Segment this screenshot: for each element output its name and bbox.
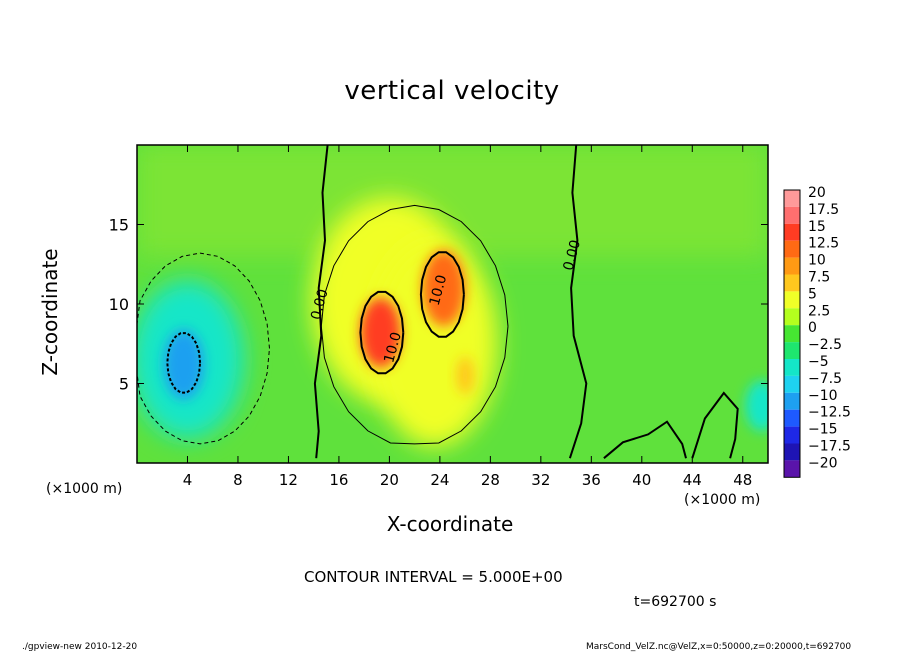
field-blob-6 bbox=[163, 329, 204, 400]
x-tick-label: 24 bbox=[430, 471, 449, 489]
y-tick-label: 5 bbox=[119, 375, 129, 394]
x-axis-label: X-coordinate bbox=[386, 512, 514, 536]
time-stamp: t=692700 s bbox=[634, 594, 717, 610]
x-tick-label: 32 bbox=[531, 471, 550, 489]
color-bar-label: −20 bbox=[808, 455, 838, 471]
field-blob-7 bbox=[745, 380, 768, 432]
color-bar-swatch bbox=[784, 409, 800, 427]
contour-lobe-a bbox=[603, 420, 687, 459]
color-bar-label: −5 bbox=[808, 354, 829, 370]
zero-contour-left bbox=[313, 145, 329, 459]
color-bar-label: −2.5 bbox=[808, 337, 842, 353]
x-tick-label: 40 bbox=[632, 471, 651, 489]
color-bar-swatch bbox=[784, 325, 800, 343]
field-blob-3 bbox=[422, 249, 466, 327]
contour-label: 0.00 bbox=[561, 238, 585, 272]
color-bar-label: 15 bbox=[808, 219, 826, 235]
x-axis-ticks: 4 8 12 16 20 24 28 32 36 40 44 48 bbox=[183, 145, 752, 489]
color-bar-swatch bbox=[784, 291, 800, 309]
color-bar-label: 12.5 bbox=[808, 236, 839, 252]
color-bar-label: 5 bbox=[808, 286, 817, 302]
color-bar-swatch bbox=[784, 240, 800, 258]
x-tick-label: 48 bbox=[733, 471, 752, 489]
color-bar-label: 7.5 bbox=[808, 270, 830, 286]
color-bar-swatch bbox=[784, 392, 800, 410]
x-tick-label: 44 bbox=[683, 471, 702, 489]
contour-5-updraft bbox=[320, 204, 509, 445]
color-bar-swatch bbox=[784, 359, 800, 376]
contour-10-right bbox=[419, 251, 465, 338]
color-bar-label: −15 bbox=[808, 422, 838, 438]
color-bar-frame bbox=[783, 189, 801, 478]
x-tick-label: 20 bbox=[380, 471, 399, 489]
field-blob-1 bbox=[371, 240, 498, 448]
color-bar-swatch bbox=[784, 460, 800, 478]
color-bar-swatch bbox=[784, 342, 800, 359]
chart-title: vertical velocity bbox=[344, 76, 560, 106]
contour-lobe-b bbox=[691, 391, 739, 459]
contour-label: 10.0 bbox=[381, 330, 405, 364]
zero-contour-right bbox=[568, 145, 588, 459]
y-tick-label: 15 bbox=[109, 216, 129, 235]
color-bar-label: −17.5 bbox=[808, 439, 851, 455]
x-tick-label: 36 bbox=[582, 471, 601, 489]
color-bar-swatch bbox=[784, 426, 800, 444]
contour-neg5 bbox=[137, 252, 270, 445]
color-bar-label: −12.5 bbox=[808, 405, 851, 421]
color-bar-label: 17.5 bbox=[808, 202, 839, 218]
color-bar-swatch bbox=[784, 308, 800, 326]
contour-lines bbox=[137, 145, 739, 459]
x-tick-label: 4 bbox=[183, 471, 193, 489]
contour-interval-text: CONTOUR INTERVAL = 5.000E+00 bbox=[304, 568, 563, 586]
color-bar-label: 10 bbox=[808, 253, 826, 269]
x-unit-label-left: (×1000 m) bbox=[46, 481, 123, 497]
field-blob-2 bbox=[360, 297, 401, 368]
color-bar-legend: 2017.51512.5107.552.50−2.5−5−7.5−10−12.5… bbox=[783, 185, 851, 478]
color-bar-swatch bbox=[784, 206, 800, 224]
footer-program-date: ./gpview-new 2010-12-20 bbox=[22, 642, 138, 652]
y-tick-label: 10 bbox=[109, 295, 129, 314]
color-bar-swatch bbox=[784, 274, 800, 292]
color-bar-label: −10 bbox=[808, 388, 838, 404]
field-blob-4 bbox=[456, 356, 474, 395]
color-bar-label: 20 bbox=[808, 185, 826, 201]
field-upper-band bbox=[137, 145, 768, 257]
color-bar-swatch bbox=[784, 257, 800, 275]
x-tick-label: 16 bbox=[329, 471, 348, 489]
y-axis-ticks: 5 10 15 bbox=[109, 216, 768, 394]
color-bar-label: −7.5 bbox=[808, 371, 842, 387]
contour-label: 0.00 bbox=[308, 287, 332, 321]
x-tick-label: 28 bbox=[481, 471, 500, 489]
x-tick-label: 8 bbox=[233, 471, 243, 489]
color-bar-swatch bbox=[784, 190, 800, 207]
footer-data-source: MarsCond_VelZ.nc@VelZ,x=0:50000,z=0:2000… bbox=[586, 642, 852, 652]
contour-neg10 bbox=[166, 332, 202, 394]
contour-labels: 0.00 10.0 10.0 0.00 bbox=[308, 238, 584, 364]
x-unit-label-right: (×1000 m) bbox=[684, 492, 761, 508]
color-bar-label: 2.5 bbox=[808, 303, 830, 319]
color-bar-swatch bbox=[784, 443, 800, 461]
color-bar-swatch bbox=[784, 223, 800, 241]
color-bar-swatch bbox=[784, 375, 800, 393]
color-bar-label: 0 bbox=[808, 320, 817, 336]
contour-label: 10.0 bbox=[427, 273, 451, 307]
contour-10-left bbox=[359, 290, 405, 375]
x-tick-label: 12 bbox=[279, 471, 298, 489]
velocity-field bbox=[137, 145, 768, 463]
